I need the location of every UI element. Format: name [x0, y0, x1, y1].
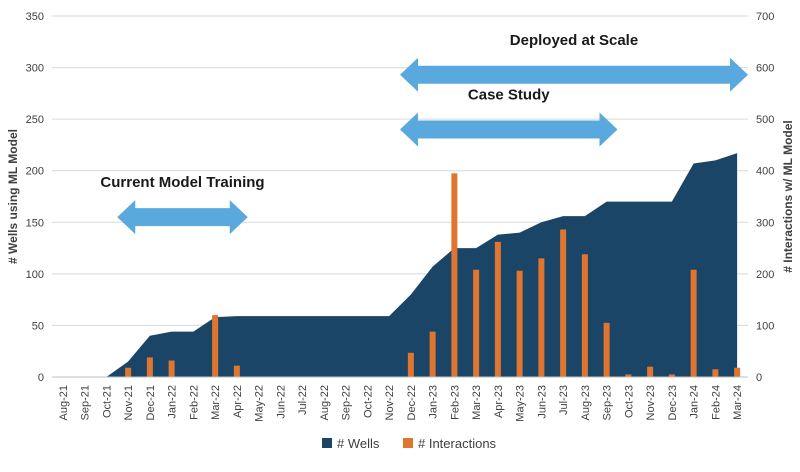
x-tick-label: Dec-22: [406, 385, 418, 420]
x-tick-label: Nov-22: [384, 385, 396, 420]
interactions-bar: [473, 269, 480, 377]
interactions-bar: [625, 374, 632, 377]
y-right-tick-label: 600: [756, 63, 774, 75]
y-right-tick-label: 400: [756, 166, 774, 178]
x-tick-label: Jan-23: [428, 385, 440, 419]
x-tick-label: Aug-22: [319, 385, 331, 420]
y-right-tick-label: 700: [756, 11, 774, 23]
x-tick-label: Oct-22: [362, 385, 374, 418]
y-left-tick-label: 0: [38, 372, 44, 384]
y-right-tick-label: 200: [756, 269, 774, 281]
interactions-bar: [494, 241, 501, 377]
y-left-tick-label: 200: [26, 166, 44, 178]
x-tick-label: Sep-23: [602, 385, 614, 420]
x-tick-label: May-22: [254, 385, 266, 422]
x-tick-label: Jul-22: [297, 385, 309, 415]
y-left-tick-label: 150: [26, 217, 44, 229]
interactions-bar: [407, 352, 414, 377]
y-right-tick-label: 100: [756, 320, 774, 332]
interactions-bar: [146, 357, 153, 377]
x-tick-label: Dec-23: [667, 385, 679, 420]
y-left-tick-label: 300: [26, 63, 44, 75]
x-tick-label: Jun-22: [275, 385, 287, 419]
y-left-tick-label: 50: [32, 320, 44, 332]
y-left-tick-label: 350: [26, 11, 44, 23]
interactions-bar: [233, 365, 240, 377]
x-tick-label: Mar-24: [732, 385, 744, 420]
interactions-bar: [538, 258, 545, 377]
x-tick-label: Nov-21: [123, 385, 135, 420]
y-right-tick-label: 500: [756, 114, 774, 126]
y-right-tick-label: 300: [756, 217, 774, 229]
y-left-tick-label: 100: [26, 269, 44, 281]
interactions-bar: [125, 367, 132, 377]
x-tick-label: Aug-23: [580, 385, 592, 420]
legend-label-wells: # Wells: [337, 436, 380, 451]
x-tick-label: Mar-23: [471, 385, 483, 420]
double-arrow-annotation: [400, 57, 748, 92]
x-tick-label: Jul-23: [558, 385, 570, 415]
x-tick-label: Nov-23: [645, 385, 657, 420]
x-tick-label: Oct-23: [623, 385, 635, 418]
x-tick-label: Apr-22: [232, 385, 244, 418]
x-tick-label: May-23: [515, 385, 527, 422]
interactions-bar: [560, 229, 567, 377]
x-tick-label: Aug-21: [58, 385, 70, 420]
y-right-tick-label: 0: [756, 372, 762, 384]
interactions-bar: [451, 173, 458, 377]
annotation-label: Current Model Training: [100, 174, 264, 191]
x-tick-label: Feb-22: [188, 385, 200, 420]
x-tick-label: Sep-22: [341, 385, 353, 420]
x-tick-label: Feb-23: [449, 385, 461, 420]
interactions-bar: [516, 270, 523, 377]
double-arrow-annotation: [400, 112, 618, 147]
y-left-axis-title: # Wells using ML Model: [6, 129, 20, 264]
double-arrow-annotation: [117, 200, 248, 235]
legend-swatch-wells: [322, 438, 332, 448]
legend-swatch-interactions: [403, 438, 413, 448]
interactions-bar: [429, 331, 436, 377]
y-right-axis-title: # Interactions w/ ML Model: [781, 120, 795, 272]
annotation-label: Case Study: [468, 86, 550, 103]
interactions-bar: [690, 269, 697, 377]
x-tick-label: Jan-24: [689, 385, 701, 419]
interactions-bar: [647, 366, 654, 377]
x-tick-label: Oct-21: [101, 385, 113, 418]
interactions-bar: [581, 254, 588, 377]
x-tick-label: Dec-21: [145, 385, 157, 420]
x-tick-label: Mar-22: [210, 385, 222, 420]
x-tick-label: Apr-23: [493, 385, 505, 418]
interactions-bar: [734, 367, 741, 377]
interactions-bar: [668, 374, 675, 377]
annotation-label: Deployed at Scale: [510, 32, 638, 49]
wells-area-series: [62, 153, 738, 377]
interactions-bar: [712, 369, 719, 377]
interactions-bar: [212, 315, 219, 377]
x-tick-label: Jun-23: [536, 385, 548, 419]
x-tick-label: Sep-21: [80, 385, 92, 420]
x-tick-label: Jan-22: [167, 385, 179, 419]
y-left-tick-label: 250: [26, 114, 44, 126]
interactions-bar: [603, 322, 610, 377]
legend-label-interactions: # Interactions: [418, 436, 497, 451]
x-tick-label: Feb-24: [710, 385, 722, 420]
interactions-bar: [168, 360, 175, 377]
